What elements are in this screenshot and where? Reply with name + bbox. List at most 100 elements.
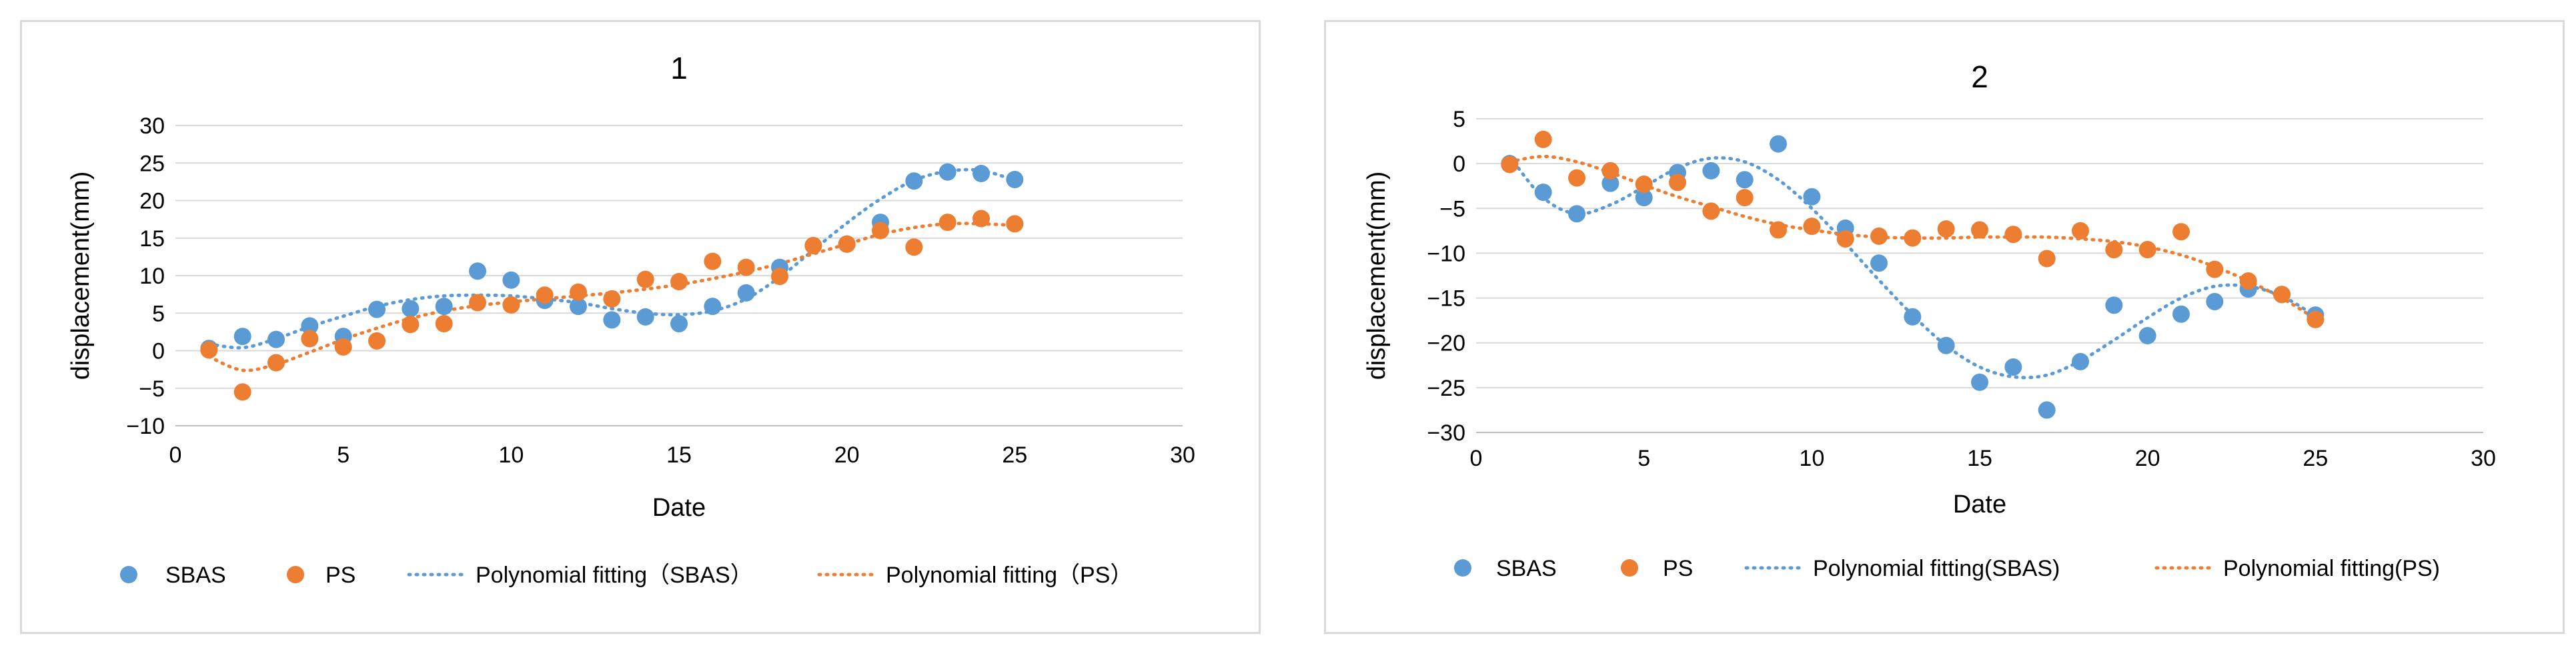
chart-panel-1: 1 30 25 20 15 10 5 0 −5 −10 0 5 10 15 20 25 30 Date displa…	[20, 20, 1261, 634]
chart-1-point-sbas	[402, 300, 420, 318]
chart-1-point-ps	[233, 383, 251, 401]
chart-2-x-tick-label: 25	[2303, 446, 2328, 471]
chart-1-point-sbas	[368, 300, 386, 318]
chart-2-point-ps	[1736, 189, 1754, 207]
chart-1-x-tick-label: 30	[1170, 442, 1195, 468]
chart-1-point-sbas	[570, 298, 587, 316]
chart-2-legend-label: PS	[1663, 556, 1693, 581]
chart-1-point-sbas	[301, 317, 319, 335]
chart-2-y-tick-label: −10	[1427, 241, 1465, 266]
chart-1-x-axis-label: Date	[652, 494, 706, 522]
chart-2-point-sbas	[2206, 292, 2224, 310]
chart-2-x-tick-label: 10	[1799, 446, 1824, 471]
chart-1-point-ps	[973, 210, 990, 228]
chart-1-point-ps	[804, 237, 822, 254]
chart-2-y-tick-label: −15	[1427, 286, 1465, 312]
chart-2-point-sbas	[1736, 171, 1754, 189]
chart-1-y-tick-label: 30	[139, 113, 165, 139]
chart-2-point-sbas	[2038, 401, 2056, 419]
chart-2-point-ps	[1702, 202, 1720, 220]
chart-2-point-sbas	[1870, 254, 1888, 272]
chart-2-point-ps	[2172, 223, 2190, 241]
chart-2-point-ps	[1601, 161, 1620, 180]
chart-2-point-sbas	[2172, 305, 2190, 323]
chart-1-x-tick-label: 25	[1002, 442, 1027, 468]
chart-1-point-ps	[334, 338, 352, 356]
chart-2-point-ps	[1770, 221, 1787, 239]
chart-2-point-ps	[1803, 218, 1821, 236]
chart-1-point-ps	[200, 341, 218, 359]
chart-2-point-sbas	[2072, 352, 2089, 370]
chart-2-point-ps	[1669, 174, 1686, 192]
chart-2-point-ps	[1501, 155, 1519, 174]
chart-1-y-tick-label: 20	[139, 189, 165, 214]
chart-1-y-tick-label: 25	[139, 151, 165, 176]
chart-1-y-axis-label: displacement(mm)	[67, 172, 95, 380]
chart-2-point-ps	[1568, 169, 1585, 187]
chart-1-point-ps	[938, 214, 956, 232]
chart-1-x-tick-label: 5	[337, 442, 350, 468]
chart-1-point-ps	[872, 222, 889, 240]
chart-2-point-sbas	[1904, 308, 1922, 326]
chart-1-y-tick-label: 5	[152, 301, 165, 326]
chart-1-legend-marker	[287, 566, 304, 583]
chart-2-point-sbas	[1601, 174, 1620, 192]
chart-1-legend-label: SBAS	[165, 563, 226, 588]
chart-2-fit-line-sbas	[1507, 154, 2317, 380]
chart-2-point-ps	[2004, 226, 2022, 244]
chart-panel-2: 2 5 0 −5 −10 −15 −20 −25 −30 0 5 10 15 20 25 30 Date disp…	[1324, 20, 2565, 634]
chart-1-fit-line-sbas	[207, 168, 1017, 350]
chart-1-legend-label: Polynomial fitting（SBAS）	[476, 563, 753, 588]
chart-1-x-tick-label: 0	[169, 442, 182, 468]
chart-1-point-sbas	[905, 172, 923, 190]
chart-2-point-ps	[1534, 130, 1552, 148]
chart-1-point-ps	[301, 330, 319, 348]
chart-1-point-ps	[402, 316, 420, 334]
chart-2-title: 2	[1971, 59, 1988, 94]
chart-2-y-axis-label: displacement(mm)	[1363, 172, 1391, 380]
chart-2-y-tick-label: −25	[1427, 376, 1465, 401]
chart-1-point-sbas	[636, 308, 654, 326]
chart-1-point-ps	[1006, 215, 1024, 233]
chart-2-point-sbas	[2138, 326, 2156, 344]
chart-1-x-tick-label: 20	[834, 442, 860, 468]
chart-2-x-tick-label: 5	[1638, 446, 1650, 471]
chart-2-point-ps	[2206, 260, 2224, 278]
chart-1-y-tick-label: −10	[126, 414, 165, 439]
chart-1-point-sbas	[973, 165, 990, 182]
chart-2-point-ps	[1836, 230, 1854, 248]
chart-1-point-ps	[704, 252, 722, 270]
chart-2-x-axis-label: Date	[1953, 490, 2006, 519]
chart-1-point-ps	[536, 286, 554, 304]
chart-2-x-tick-label: 20	[2135, 446, 2160, 471]
chart-2-point-sbas	[1803, 188, 1821, 206]
chart-1-point-sbas	[670, 315, 688, 332]
chart-1-point-ps	[603, 290, 621, 308]
chart-2-point-sbas	[1534, 184, 1552, 202]
chart-2-legend-label: Polynomial fitting(SBAS)	[1813, 556, 2060, 581]
chart-1-legend-label: Polynomial fitting（PS）	[886, 563, 1133, 588]
chart-1-x-tick-label: 15	[666, 442, 692, 468]
chart-1-legend-label: PS	[326, 563, 356, 588]
chart-2-x-tick-label: 30	[2471, 446, 2496, 471]
chart-2-point-sbas	[1635, 189, 1653, 207]
chart-2-point-ps	[1870, 227, 1888, 245]
chart-2-legend-label: SBAS	[1496, 556, 1557, 581]
chart-1-legend-marker	[120, 566, 137, 583]
chart-1-x-tick-label: 10	[498, 442, 524, 468]
chart-2-point-sbas	[1971, 373, 1988, 391]
chart-1-point-ps	[570, 283, 587, 301]
chart-2-y-tick-label: 5	[1453, 107, 1465, 132]
chart-2-point-sbas	[1702, 161, 1720, 180]
chart-2-legend-marker	[1454, 559, 1471, 577]
chart-1-y-tick-label: 15	[139, 226, 165, 252]
chart-1-point-ps	[267, 354, 285, 372]
chart-1-point-ps	[502, 296, 520, 314]
chart-1-title: 1	[670, 51, 688, 85]
chart-2-point-ps	[1635, 176, 1653, 194]
chart-1-point-sbas	[737, 284, 755, 302]
chart-2-y-tick-label: −20	[1427, 331, 1465, 356]
chart-2-point-sbas	[1568, 205, 1585, 223]
chart-1-point-ps	[771, 268, 788, 286]
chart-2-point-ps	[2038, 250, 2056, 268]
